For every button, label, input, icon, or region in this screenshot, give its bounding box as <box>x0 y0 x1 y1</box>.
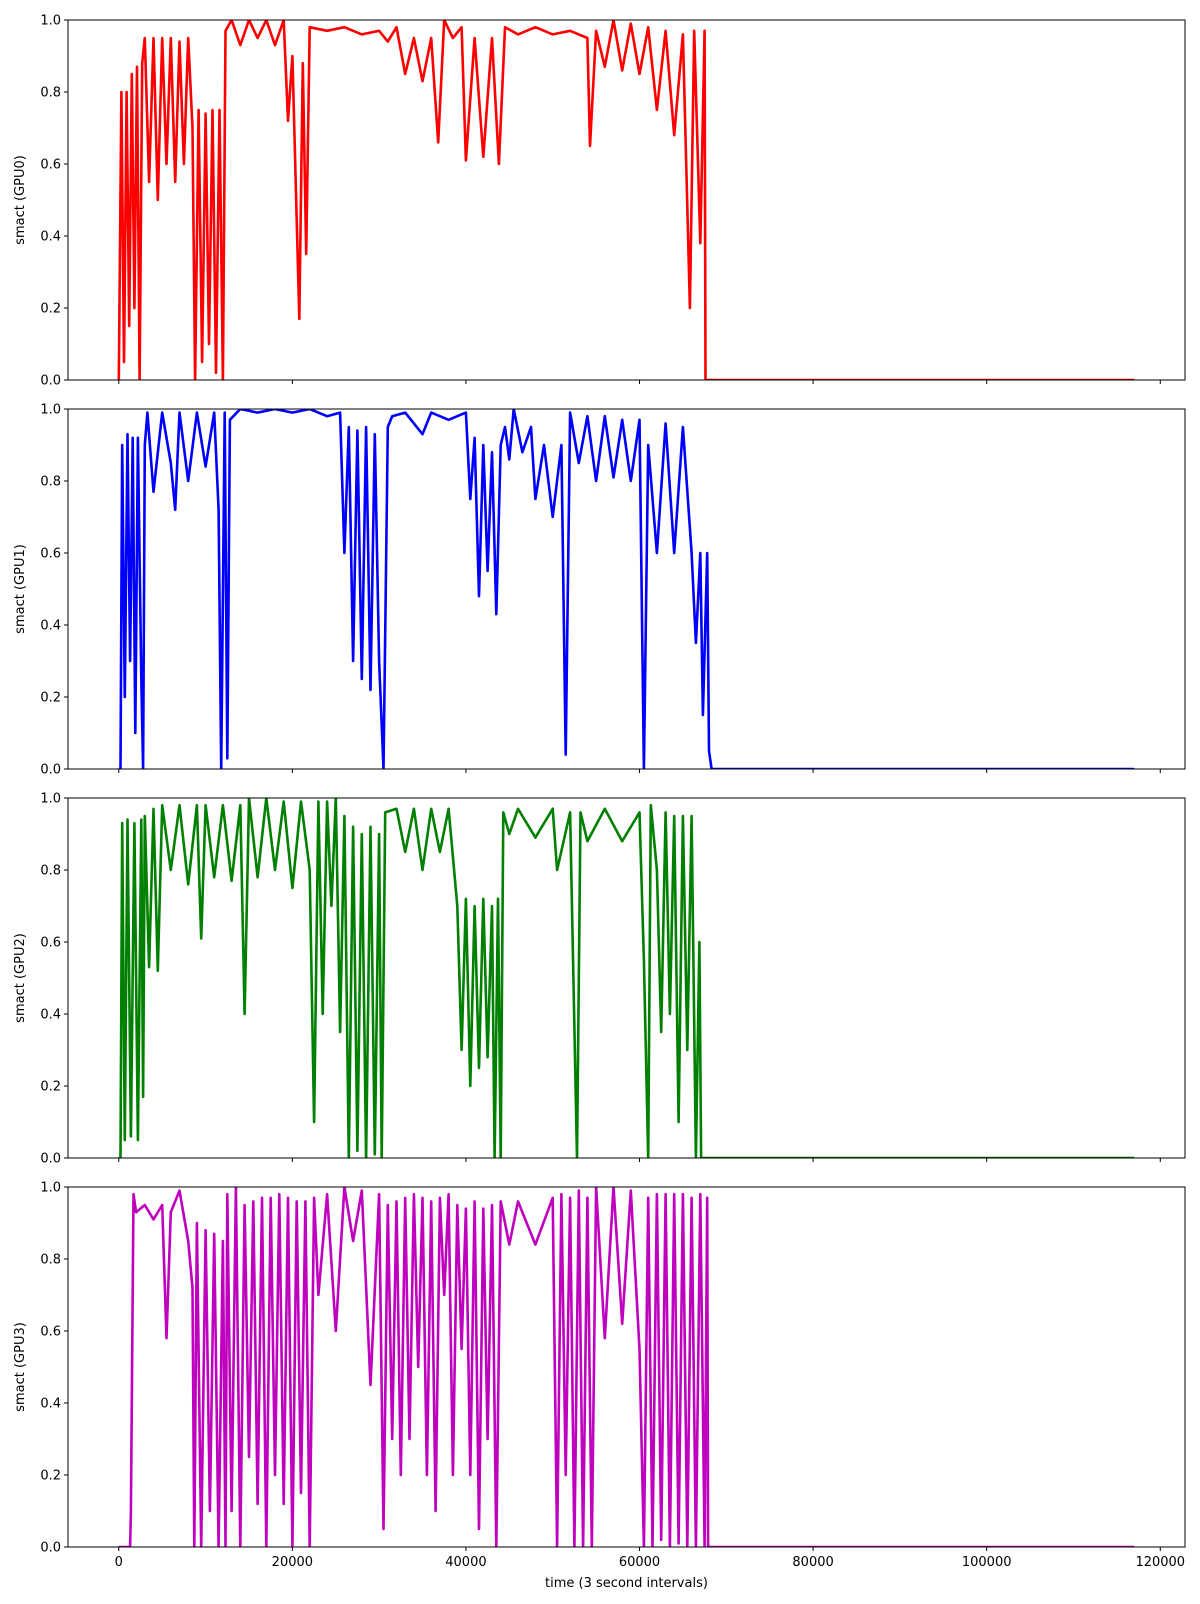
y-axis-label: smact (GPU2) <box>13 933 28 1023</box>
y-tick-label: 0.8 <box>40 864 61 879</box>
x-tick-label: 120000 <box>1135 1555 1185 1570</box>
y-tick-label: 0.4 <box>40 1397 61 1412</box>
plot-frame <box>67 1186 1186 1548</box>
y-tick-label: 0.4 <box>40 230 61 245</box>
y-tick-label: 0.8 <box>40 475 61 490</box>
y-tick-label: 0.6 <box>40 547 61 562</box>
gpu-line <box>118 409 1135 769</box>
y-tick-label: 0.0 <box>40 1541 61 1556</box>
plot-frame <box>67 19 1186 381</box>
x-tick-label: 40000 <box>445 1555 486 1570</box>
y-tick-label: 1.0 <box>40 14 61 29</box>
x-tick-label: 0 <box>115 1555 123 1570</box>
y-tick-label: 1.0 <box>40 403 61 418</box>
y-tick-label: 0.6 <box>40 936 61 951</box>
plot-frame <box>67 797 1186 1159</box>
y-tick-label: 0.0 <box>40 1152 61 1167</box>
gpu-line <box>118 798 1135 1158</box>
y-tick-label: 0.4 <box>40 619 61 634</box>
y-tick-label: 0.0 <box>40 763 61 778</box>
y-tick-label: 0.8 <box>40 1253 61 1268</box>
y-axis-label: smact (GPU3) <box>13 1322 28 1412</box>
x-axis-label: time (3 second intervals) <box>545 1576 708 1591</box>
y-tick-label: 1.0 <box>40 1181 61 1196</box>
x-tick-label: 100000 <box>962 1555 1012 1570</box>
x-tick-label: 60000 <box>619 1555 660 1570</box>
y-axis-label: smact (GPU1) <box>13 544 28 634</box>
plot-frame <box>67 408 1186 770</box>
y-tick-label: 0.6 <box>40 1325 61 1340</box>
x-tick-label: 20000 <box>272 1555 313 1570</box>
y-tick-label: 0.4 <box>40 1008 61 1023</box>
y-tick-label: 0.6 <box>40 158 61 173</box>
y-tick-label: 0.8 <box>40 86 61 101</box>
y-tick-label: 0.2 <box>40 1469 61 1484</box>
y-axis-label: smact (GPU0) <box>13 155 28 245</box>
y-tick-label: 0.2 <box>40 691 61 706</box>
gpu-line <box>117 20 1135 380</box>
y-tick-label: 0.2 <box>40 1080 61 1095</box>
y-tick-label: 0.2 <box>40 302 61 317</box>
y-tick-label: 1.0 <box>40 792 61 807</box>
y-tick-label: 0.0 <box>40 374 61 389</box>
gpu-line <box>118 1187 1135 1547</box>
x-tick-label: 80000 <box>792 1555 833 1570</box>
